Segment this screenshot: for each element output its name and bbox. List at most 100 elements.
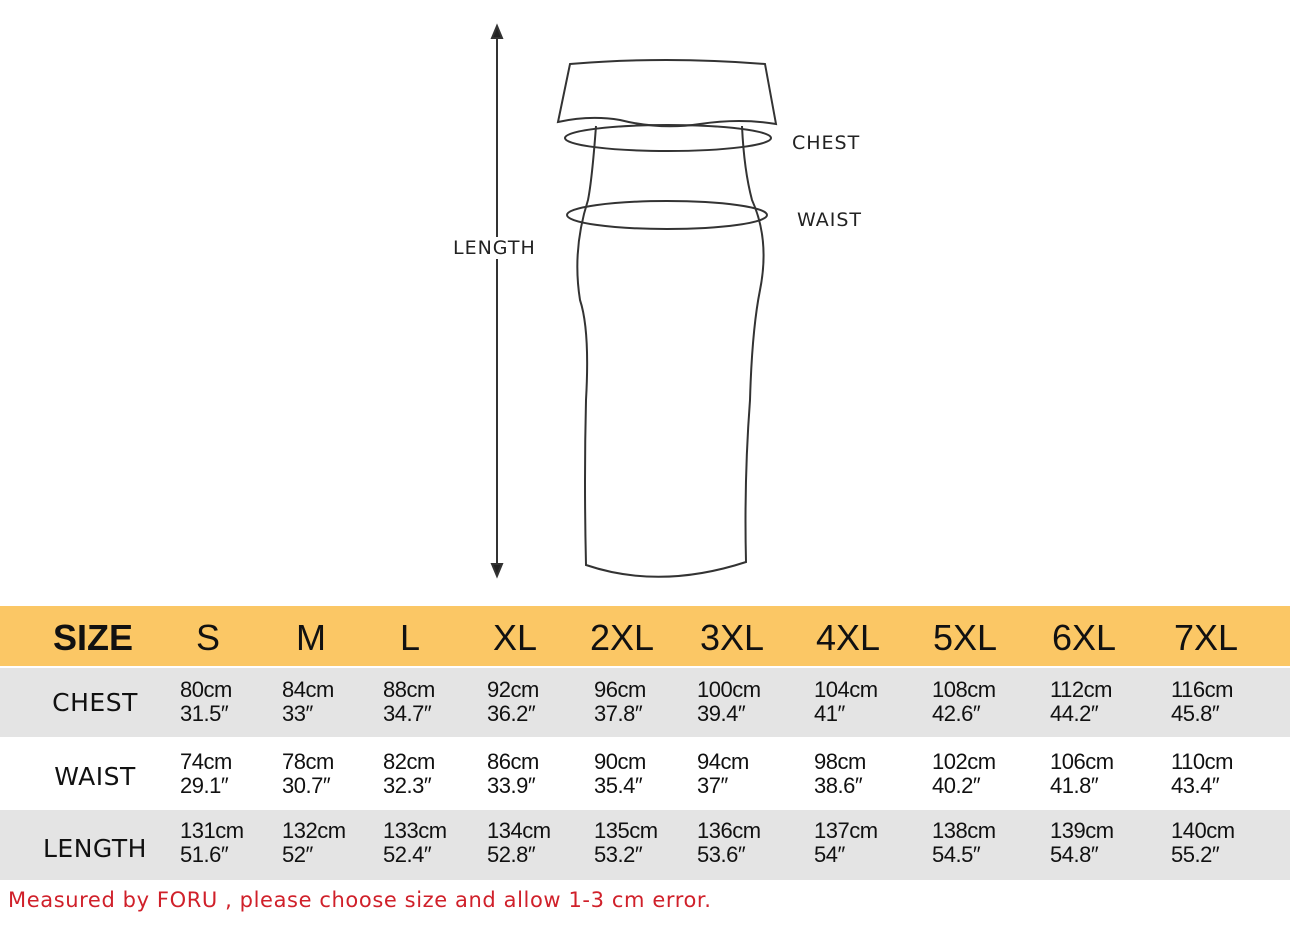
inch-value: 31.5″ [180,701,229,726]
table-cell: 86cm 33.9″ [487,750,539,798]
cm-value: 92cm [487,677,539,702]
size-header-2: L [399,617,421,658]
table-cell: 82cm 32.3″ [383,750,435,798]
inch-value: 36.2″ [487,701,536,726]
table-cell: 139cm 54.8″ [1050,819,1114,867]
inch-value: 52″ [282,842,313,867]
size-header-4: 2XL [589,617,655,658]
table-cell: 88cm 34.7″ [383,678,435,726]
size-header-6: 4XL [815,617,881,658]
table-cell: 104cm 41″ [814,678,878,726]
cm-value: 133cm [383,818,447,843]
inch-value: 41.8″ [1050,773,1099,798]
inch-value: 41″ [814,701,845,726]
table-cell: 137cm 54″ [814,819,878,867]
inch-value: 52.4″ [383,842,432,867]
measurement-note: Measured by FORU , please choose size an… [8,888,712,912]
table-cell: 116cm 45.8″ [1171,678,1233,726]
table-cell: 136cm 53.6″ [697,819,761,867]
cm-value: 132cm [282,818,346,843]
cm-value: 116cm [1171,677,1233,702]
inch-value: 54.5″ [932,842,981,867]
cm-value: 135cm [594,818,658,843]
inch-value: 37.8″ [594,701,643,726]
table-cell: 133cm 52.4″ [383,819,447,867]
table-cell: 138cm 54.5″ [932,819,996,867]
dress-diagram: LENGTH CHEST WAIST [453,23,863,579]
table-cell: 100cm 39.4″ [697,678,761,726]
inch-value: 53.2″ [594,842,643,867]
cm-value: 96cm [594,677,646,702]
cm-value: 139cm [1050,818,1114,843]
table-cell: 132cm 52″ [282,819,346,867]
cm-value: 104cm [814,677,878,702]
inch-value: 33″ [282,701,313,726]
table-cell: 140cm 55.2″ [1171,819,1235,867]
inch-value: 40.2″ [932,773,981,798]
inch-value: 53.6″ [697,842,746,867]
cm-value: 78cm [282,749,334,774]
cm-value: 88cm [383,677,435,702]
cm-value: 140cm [1171,818,1235,843]
cm-value: 94cm [697,749,749,774]
table-cell: 110cm 43.4″ [1171,750,1233,798]
cm-value: 74cm [180,749,232,774]
cm-value: 138cm [932,818,996,843]
row-label: LENGTH [43,834,147,863]
inch-value: 52.8″ [487,842,536,867]
cm-value: 90cm [594,749,646,774]
length-label: LENGTH [453,237,536,259]
table-cell: 134cm 52.8″ [487,819,551,867]
size-header-0: S [195,617,221,658]
table-cell: 94cm 37″ [697,750,749,798]
inch-value: 39.4″ [697,701,746,726]
inch-value: 44.2″ [1050,701,1099,726]
table-cell: 106cm 41.8″ [1050,750,1114,798]
table-cell: 74cm 29.1″ [180,750,232,798]
inch-value: 35.4″ [594,773,643,798]
table-cell: 84cm 33″ [282,678,334,726]
cm-value: 100cm [697,677,761,702]
cm-value: 86cm [487,749,539,774]
table-cell: 131cm 51.6″ [180,819,244,867]
table-cell: 102cm 40.2″ [932,750,996,798]
inch-value: 42.6″ [932,701,981,726]
inch-value: 32.3″ [383,773,432,798]
dress-outline-icon [490,23,778,579]
table-cell: 78cm 30.7″ [282,750,334,798]
table-cell: 92cm 36.2″ [487,678,539,726]
table-row-length: LENGTH 131cm 51.6″ 132cm 52″ 133cm 52.4″ 134cm 5… [0,810,1290,880]
row-label: WAIST [54,762,136,791]
cm-value: 136cm [697,818,761,843]
inch-value: 54.8″ [1050,842,1099,867]
cm-value: 84cm [282,677,334,702]
size-header-9: 7XL [1173,617,1239,658]
table-cell: 80cm 31.5″ [180,678,232,726]
table-cell: 112cm 44.2″ [1050,678,1112,726]
inch-value: 45.8″ [1171,701,1220,726]
size-header-7: 5XL [932,617,998,658]
table-cell: 90cm 35.4″ [594,750,646,798]
row-label: CHEST [52,688,138,717]
chest-label: CHEST [792,132,861,154]
cm-value: 134cm [487,818,551,843]
inch-value: 54″ [814,842,845,867]
table-cell: 108cm 42.6″ [932,678,996,726]
size-header-3: XL [492,617,538,658]
inch-value: 34.7″ [383,701,432,726]
table-cell: 135cm 53.2″ [594,819,658,867]
inch-value: 37″ [697,773,728,798]
inch-value: 29.1″ [180,773,229,798]
cm-value: 131cm [180,818,244,843]
cm-value: 137cm [814,818,878,843]
inch-value: 43.4″ [1171,773,1220,798]
inch-value: 51.6″ [180,842,229,867]
cm-value: 82cm [383,749,435,774]
size-header-5: 3XL [699,617,765,658]
size-header-row: SIZE S M L XL 2XL 3XL 4XL 5XL 6XL 7XL [0,606,1290,666]
table-cell: 96cm 37.8″ [594,678,646,726]
cm-value: 110cm [1171,749,1233,774]
inch-value: 38.6″ [814,773,863,798]
inch-value: 33.9″ [487,773,536,798]
waist-label: WAIST [797,209,863,231]
